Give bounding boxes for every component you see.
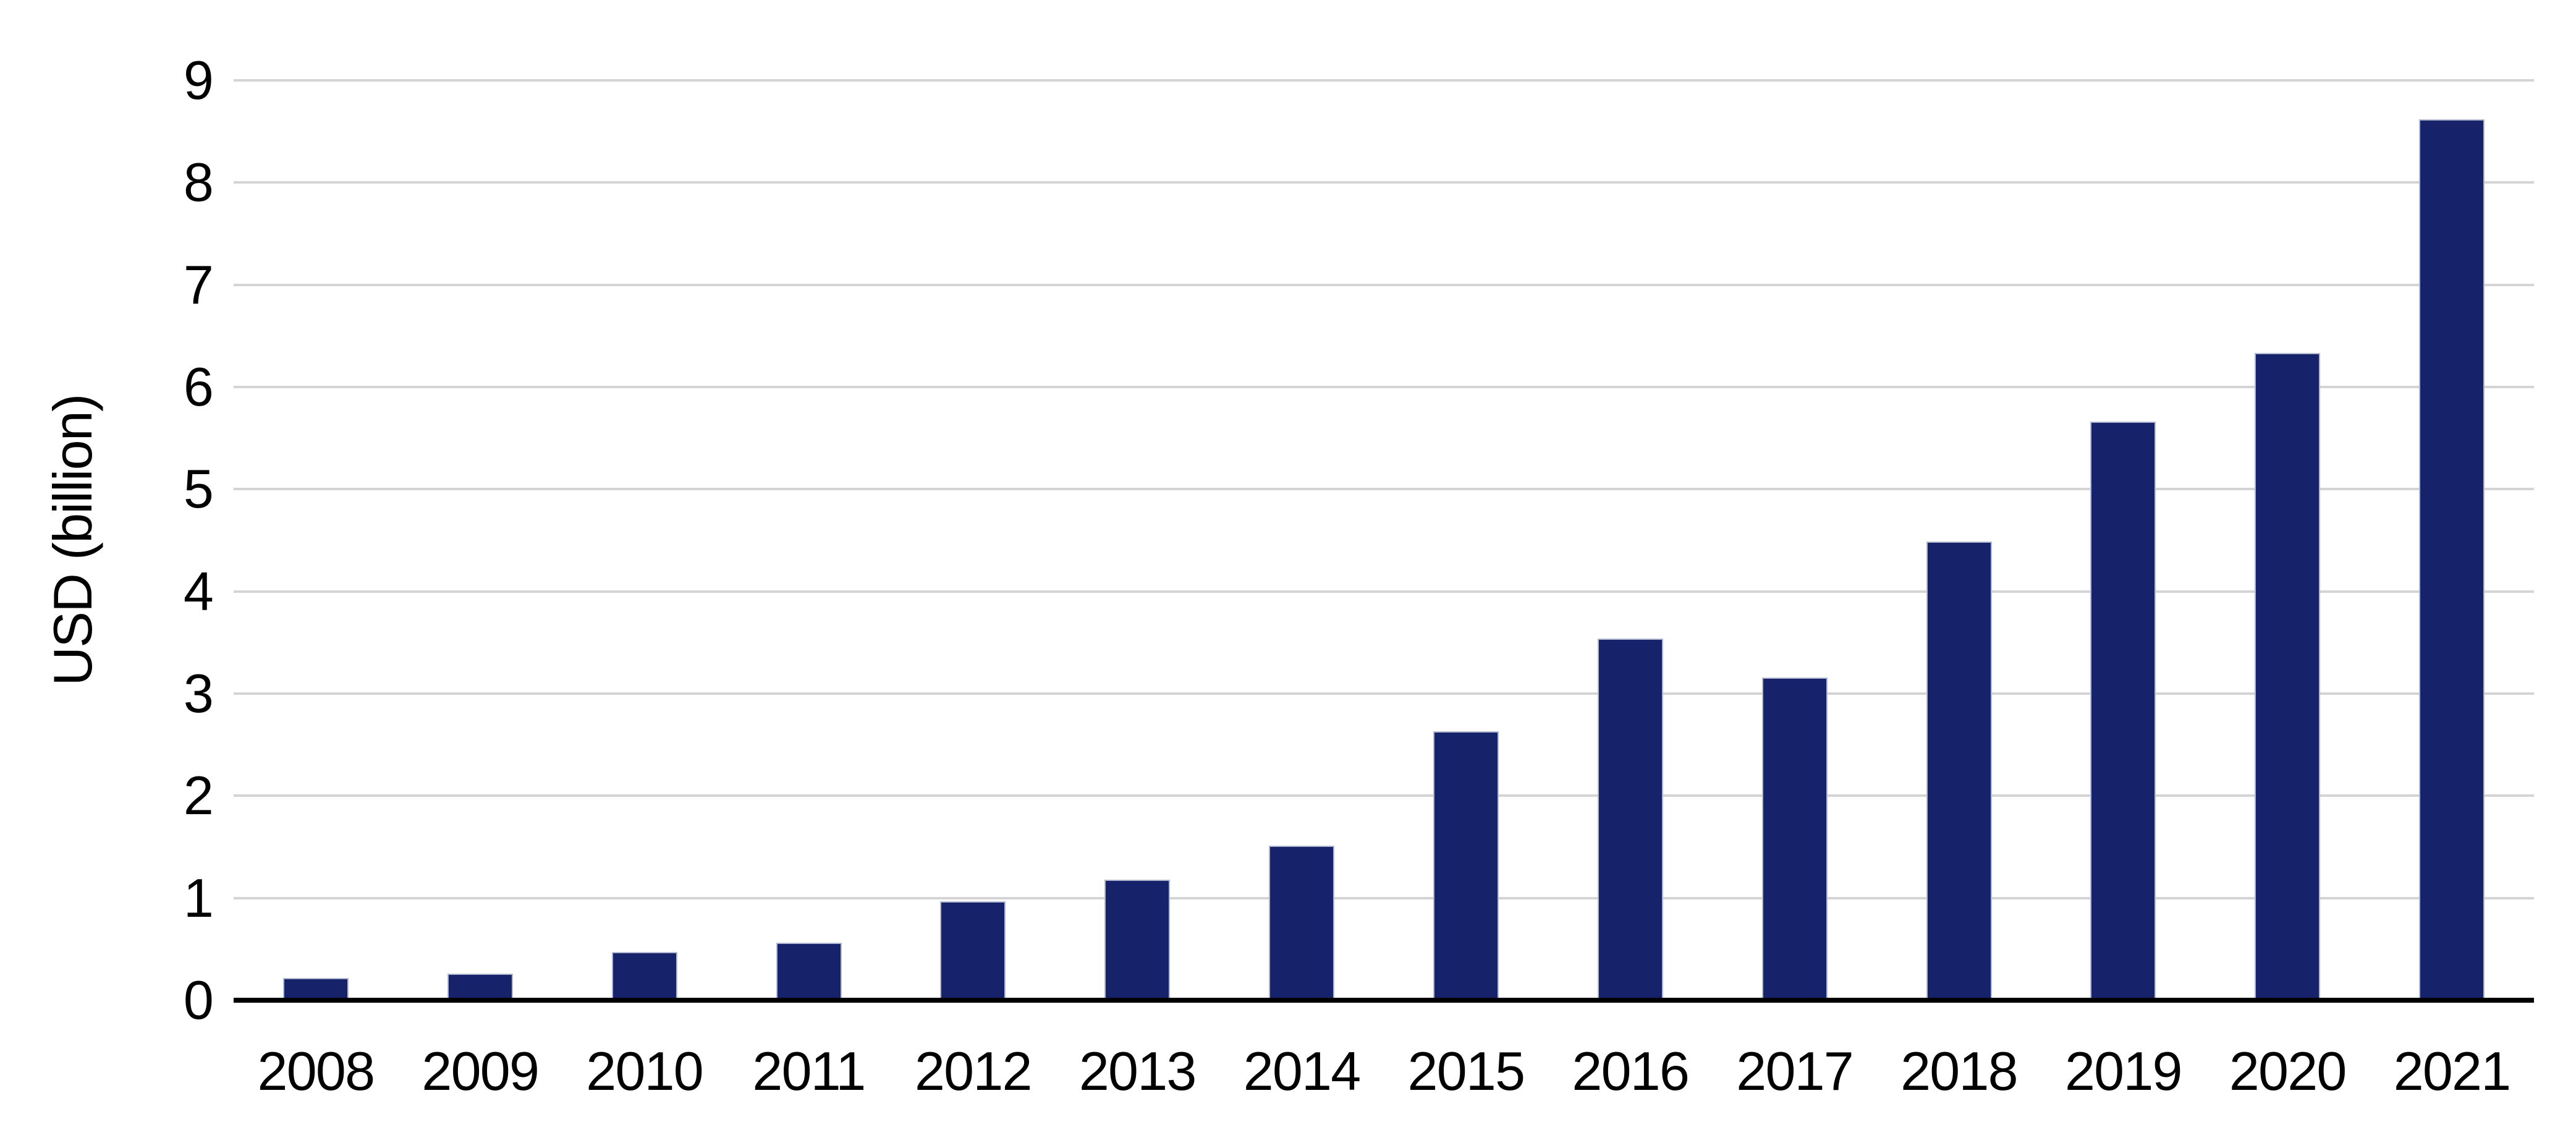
x-tick-label-2015: 2015 xyxy=(1407,1040,1525,1102)
bar-2008 xyxy=(282,977,349,1000)
y-tick-label-4: 4 xyxy=(183,560,214,622)
x-tick-label-2008: 2008 xyxy=(257,1040,375,1102)
y-tick-label-8: 8 xyxy=(183,151,214,213)
x-axis-line xyxy=(234,998,2534,1003)
x-tick-label-2013: 2013 xyxy=(1078,1040,1197,1102)
bar-2016 xyxy=(1597,638,1663,1000)
bar-2013 xyxy=(1104,879,1171,1000)
y-tick-label-3: 3 xyxy=(183,663,214,724)
bar-2011 xyxy=(776,943,842,1000)
x-tick-label-2016: 2016 xyxy=(1572,1040,1689,1102)
bar-2017 xyxy=(1761,677,1828,1000)
x-tick-label-2010: 2010 xyxy=(586,1040,703,1102)
bar-2020 xyxy=(2255,353,2321,1000)
gridline-7 xyxy=(234,283,2534,286)
y-tick-label-1: 1 xyxy=(183,867,214,929)
x-tick-label-2020: 2020 xyxy=(2229,1040,2347,1102)
y-tick-label-9: 9 xyxy=(183,49,214,111)
x-tick-label-2018: 2018 xyxy=(1900,1040,2018,1102)
gridline-9 xyxy=(234,79,2534,82)
bar-2012 xyxy=(940,901,1006,1000)
y-tick-label-6: 6 xyxy=(183,356,214,417)
x-tick-label-2011: 2011 xyxy=(752,1040,866,1102)
x-tick-label-2019: 2019 xyxy=(2064,1040,2182,1102)
x-tick-label-2021: 2021 xyxy=(2393,1040,2511,1102)
bar-2015 xyxy=(1433,731,1499,1000)
gridline-8 xyxy=(234,181,2534,184)
bar-2018 xyxy=(1926,541,1992,1000)
bar-2019 xyxy=(2090,422,2156,1000)
x-tick-label-2009: 2009 xyxy=(422,1040,539,1102)
x-tick-label-2017: 2017 xyxy=(1736,1040,1854,1102)
bar-2009 xyxy=(447,974,513,1000)
y-tick-label-7: 7 xyxy=(183,253,214,315)
y-tick-label-0: 0 xyxy=(183,969,214,1031)
plot-area xyxy=(234,79,2534,1003)
gridline-3 xyxy=(234,692,2534,695)
y-axis-title: USD (billion) xyxy=(42,394,103,686)
gridline-4 xyxy=(234,590,2534,593)
bar-2021 xyxy=(2419,119,2485,1000)
gridline-6 xyxy=(234,386,2534,388)
y-tick-label-2: 2 xyxy=(183,765,214,827)
gridline-5 xyxy=(234,488,2534,491)
x-tick-label-2012: 2012 xyxy=(914,1040,1032,1102)
y-tick-label-5: 5 xyxy=(183,458,214,520)
gridline-1 xyxy=(234,896,2534,899)
x-tick-label-2014: 2014 xyxy=(1243,1040,1361,1102)
gridline-2 xyxy=(234,794,2534,797)
bar-2010 xyxy=(611,952,677,1000)
bar-2014 xyxy=(1269,846,1335,1000)
